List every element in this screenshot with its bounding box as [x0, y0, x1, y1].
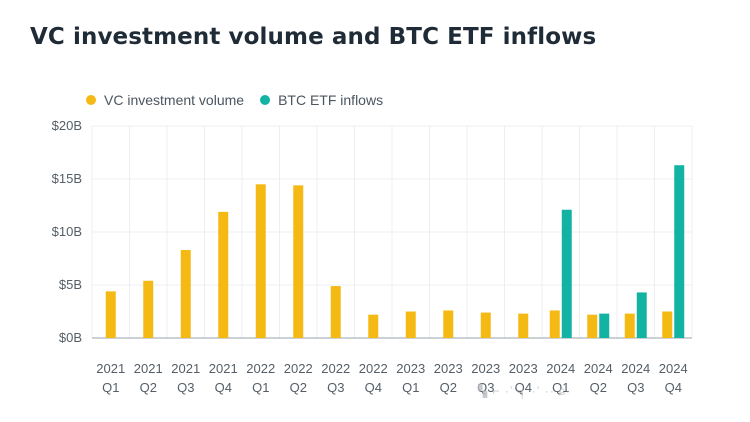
bar-vc-investment [549, 310, 560, 338]
bar-vc-investment [443, 310, 454, 338]
legend-dot-btc [260, 95, 271, 105]
bar-vc-investment [518, 313, 529, 338]
watermark: ▚ ⌐ ·ʼ ╕ ·ʼ ·· ɕ· [478, 384, 572, 398]
bar-vc-investment [405, 311, 416, 338]
y-tick-label: $15B [52, 171, 82, 186]
legend-item-vc: VC investment volume [86, 92, 244, 108]
x-tick-label-quarter: Q2 [590, 380, 607, 395]
x-tick-label-year: 2021 [209, 361, 238, 376]
bar-vc-investment [218, 211, 229, 338]
x-tick-label-quarter: Q3 [627, 380, 644, 395]
x-tick-label-quarter: Q4 [215, 380, 232, 395]
x-tick-label-quarter: Q1 [252, 380, 269, 395]
x-tick-label-year: 2023 [509, 361, 538, 376]
bar-btc-etf-inflows [599, 313, 610, 338]
x-tick-label-year: 2024 [584, 361, 613, 376]
legend-label-btc: BTC ETF inflows [278, 92, 384, 108]
y-tick-label: $20B [52, 118, 82, 133]
x-tick-label-year: 2023 [471, 361, 500, 376]
bar-btc-etf-inflows [636, 292, 647, 338]
x-tick-label-year: 2023 [396, 361, 425, 376]
x-tick-label-year: 2021 [134, 361, 163, 376]
bar-vc-investment [180, 250, 191, 338]
bar-vc-investment [662, 311, 673, 338]
x-tick-label-quarter: Q1 [552, 380, 569, 395]
x-tick-label-quarter: Q3 [177, 380, 194, 395]
bar-btc-etf-inflows [561, 209, 572, 338]
x-tick-label-quarter: Q3 [477, 380, 494, 395]
x-tick-label-quarter: Q4 [515, 380, 532, 395]
bar-vc-investment [105, 291, 116, 338]
bar-vc-investment [293, 185, 304, 338]
x-tick-label-year: 2022 [284, 361, 313, 376]
x-tick-label-year: 2022 [359, 361, 388, 376]
x-tick-label-quarter: Q4 [665, 380, 682, 395]
x-tick-label-year: 2021 [171, 361, 200, 376]
x-tick-label-year: 2024 [621, 361, 650, 376]
x-tick-label-year: 2023 [434, 361, 463, 376]
legend-label-vc: VC investment volume [104, 92, 245, 108]
legend-dot-vc [86, 95, 96, 105]
chart-legend: VC investment volume BTC ETF inflows [86, 92, 399, 108]
bar-vc-investment [143, 280, 154, 338]
x-tick-label-quarter: Q2 [290, 380, 307, 395]
y-tick-label: $5B [59, 277, 82, 292]
x-tick-label-quarter: Q1 [402, 380, 419, 395]
x-tick-label-year: 2022 [246, 361, 275, 376]
bar-vc-investment [330, 286, 341, 338]
bar-vc-investment [255, 184, 266, 338]
x-tick-label-quarter: Q4 [365, 380, 382, 395]
bar-btc-etf-inflows [674, 165, 685, 338]
y-tick-label: $0B [59, 330, 82, 345]
x-tick-label-year: 2021 [96, 361, 125, 376]
x-tick-label-year: 2024 [546, 361, 575, 376]
x-tick-label-year: 2024 [659, 361, 688, 376]
x-tick-label-quarter: Q2 [440, 380, 457, 395]
bar-vc-investment [587, 314, 598, 338]
bar-vc-investment [368, 314, 379, 338]
chart-title: VC investment volume and BTC ETF inflows [30, 24, 597, 50]
bar-vc-investment [624, 313, 635, 338]
y-tick-label: $10B [52, 224, 82, 239]
x-tick-label-quarter: Q3 [327, 380, 344, 395]
legend-item-btc: BTC ETF inflows [260, 92, 383, 108]
bar-vc-investment [480, 312, 491, 338]
x-tick-label-year: 2022 [321, 361, 350, 376]
x-tick-label-quarter: Q2 [140, 380, 157, 395]
x-tick-label-quarter: Q1 [102, 380, 119, 395]
